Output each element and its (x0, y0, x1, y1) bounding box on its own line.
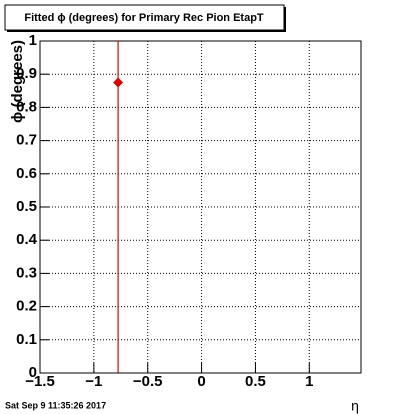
y-tick-label: 0.2 (16, 298, 37, 315)
x-tick-label: 0.5 (245, 373, 266, 390)
y-tick-label: 0.4 (16, 231, 38, 248)
y-tick-label: 0.8 (16, 98, 37, 115)
y-tick-label: 0.7 (16, 132, 37, 149)
x-tick-label: −1.5 (25, 373, 55, 390)
chart-title: Fitted ϕ (degrees) for Primary Rec Pion … (24, 12, 264, 24)
x-axis-label: η (351, 398, 359, 414)
x-tick-label: 0 (197, 373, 205, 390)
timestamp: Sat Sep 9 11:35:26 2017 (5, 400, 106, 410)
y-tick-label: 0.5 (16, 198, 37, 215)
y-tick-label: 0 (29, 364, 37, 381)
x-tick-label: 1 (305, 373, 313, 390)
data-point (113, 77, 124, 88)
y-tick-label: 0.1 (16, 331, 37, 348)
title-box (4, 4, 285, 31)
y-tick-label: 0.9 (16, 65, 37, 82)
y-axis-label: ϕ (degrees) (9, 40, 26, 123)
x-tick-label: −1 (85, 373, 102, 390)
y-tick-label: 1 (29, 32, 37, 49)
x-tick-label: −0.5 (133, 373, 163, 390)
y-tick-label: 0.3 (16, 264, 37, 281)
y-tick-label: 0.6 (16, 165, 37, 182)
